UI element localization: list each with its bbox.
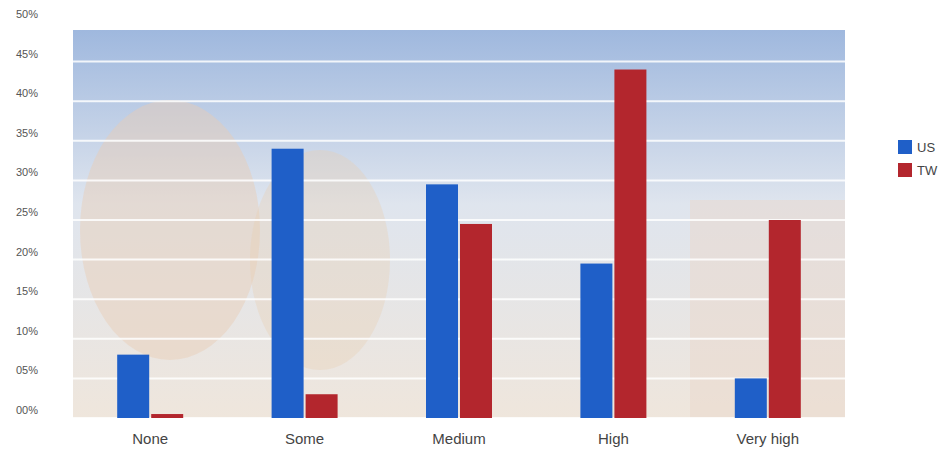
bar bbox=[272, 149, 304, 418]
y-tick-label: 40% bbox=[16, 87, 38, 99]
y-tick-label: 35% bbox=[16, 127, 38, 139]
legend-label: TW bbox=[917, 163, 938, 178]
grid-line bbox=[73, 61, 845, 63]
grid-line bbox=[73, 259, 845, 261]
grid-line bbox=[73, 140, 845, 142]
x-tick-label: None bbox=[132, 430, 168, 447]
bar bbox=[769, 220, 801, 418]
background bbox=[73, 30, 845, 418]
grid-line bbox=[73, 338, 845, 340]
y-tick-label: 15% bbox=[16, 285, 38, 297]
bar bbox=[614, 70, 646, 418]
bar bbox=[580, 264, 612, 418]
legend-swatch bbox=[898, 163, 912, 177]
bars bbox=[117, 70, 801, 418]
y-tick-label: 05% bbox=[16, 364, 38, 376]
grid-line bbox=[73, 298, 845, 300]
y-tick-label: 45% bbox=[16, 48, 38, 60]
bar bbox=[735, 378, 767, 418]
grid-line bbox=[73, 417, 845, 419]
grid-line bbox=[73, 219, 845, 221]
grid-line bbox=[73, 21, 845, 23]
bar bbox=[151, 414, 183, 418]
x-tick-label: Some bbox=[285, 430, 324, 447]
x-tick-label: High bbox=[598, 430, 629, 447]
chart: 00% 05% 10% 15% 20% 25% 30% 35% 40% 45% 50% None Som… bbox=[0, 0, 948, 457]
y-tick-label: 30% bbox=[16, 166, 38, 178]
bar bbox=[306, 394, 338, 418]
y-tick-label: 50% bbox=[16, 8, 38, 20]
bar bbox=[426, 184, 458, 418]
x-tick-label: Very high bbox=[737, 430, 800, 447]
decor bbox=[80, 100, 260, 360]
y-tick-label: 00% bbox=[16, 404, 38, 416]
decor bbox=[690, 200, 845, 418]
legend-label: US bbox=[917, 140, 935, 155]
y-tick-label: 10% bbox=[16, 325, 38, 337]
bar bbox=[117, 355, 149, 418]
y-tick-label: 20% bbox=[16, 246, 38, 258]
legend-swatch bbox=[898, 140, 912, 154]
y-tick-label: 25% bbox=[16, 206, 38, 218]
grid-line bbox=[73, 100, 845, 102]
grid-line bbox=[73, 179, 845, 181]
x-tick-label: Medium bbox=[432, 430, 485, 447]
bar bbox=[460, 224, 492, 418]
grid-line bbox=[73, 377, 845, 379]
